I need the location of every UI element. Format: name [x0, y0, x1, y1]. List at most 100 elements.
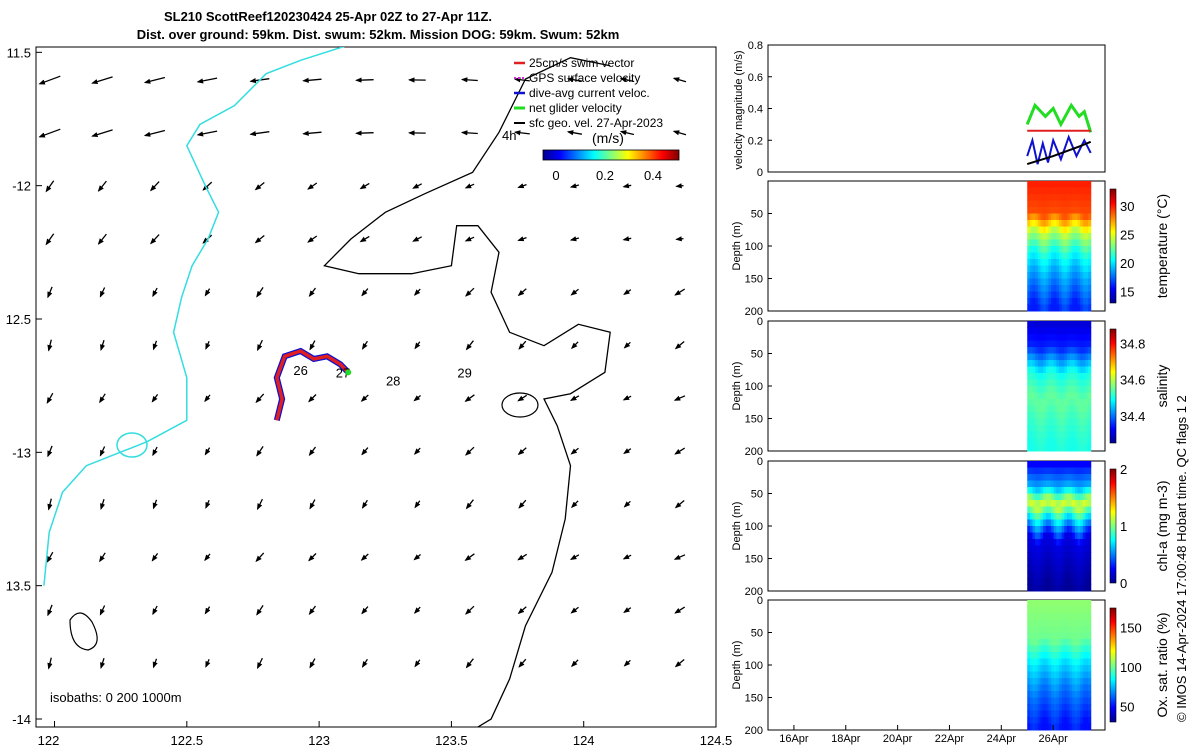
chart-title-line2: Dist. over ground: 59km. Dist. swum: 52k…	[137, 27, 620, 42]
heatmap-3-y-ticklabel-1: 50	[751, 628, 763, 640]
heatmap-cell-0-23-12	[1088, 259, 1091, 266]
heatmap-cell-2-23-4	[1088, 487, 1091, 494]
heatmap-cell-2-23-7	[1088, 507, 1091, 514]
heatmap-cell-1-23-8	[1088, 373, 1091, 380]
map-y-ticklabel-2: 12.5	[6, 312, 31, 327]
map-x-ticklabel-4: 124	[573, 733, 595, 748]
heatmap-cell-1-23-14	[1088, 412, 1091, 419]
heatmap-cell-1-23-7	[1088, 367, 1091, 374]
time-x-ticklabel-4: 24Apr	[987, 733, 1017, 745]
map-x-ticklabel-1: 122.5	[171, 733, 204, 748]
heatmap-cell-1-23-4	[1088, 347, 1091, 354]
velocity-ylabel: velocity magnitude (m/s)	[733, 50, 745, 169]
heatmap-cell-0-23-10	[1088, 246, 1091, 253]
heatmap-cell-0-23-1	[1088, 188, 1091, 195]
heatmap-3-ylabel: Depth (m)	[731, 641, 743, 690]
velocity-arrow-153	[728, 608, 737, 613]
heatmap-3-colorbar-tick-2: 150	[1120, 621, 1142, 636]
map-y-ticklabel-4: 13.5	[6, 579, 31, 594]
heatmap-cell-0-23-17	[1088, 292, 1091, 299]
heatmap-0-colorbar-tick-2: 25	[1120, 228, 1134, 243]
heatmap-cell-3-23-3	[1088, 620, 1091, 627]
heatmap-cell-3-23-2	[1088, 613, 1091, 620]
isobaths-label: isobaths: 0 200 1000m	[50, 690, 182, 705]
legend-label-geo: sfc geo. vel. 27-Apr-2023	[529, 116, 663, 130]
heatmap-cell-1-23-0	[1088, 321, 1091, 328]
heatmap-2-colorbar-label: chl-a (mg m-3)	[1154, 480, 1170, 571]
heatmap-cell-1-23-5	[1088, 354, 1091, 361]
heatmap-cell-2-23-18	[1088, 578, 1091, 585]
day-label-2: 28	[386, 374, 400, 389]
time-x-ticklabel-1: 18Apr	[831, 733, 861, 745]
heatmap-cell-0-23-13	[1088, 266, 1091, 273]
map-colorbar-tick-2: 0.4	[644, 168, 662, 183]
heatmap-cell-1-23-18	[1088, 438, 1091, 445]
heatmap-cell-3-23-7	[1088, 646, 1091, 653]
heatmap-1-colorbar-tick-1: 34.6	[1120, 373, 1145, 388]
velocity-arrow-6	[356, 80, 373, 81]
map-y-ticklabel-3: -13	[12, 445, 31, 460]
heatmap-cell-1-23-1	[1088, 328, 1091, 335]
heatmap-cell-2-23-5	[1088, 494, 1091, 501]
heatmap-cell-3-23-0	[1088, 600, 1091, 607]
heatmap-cell-0-23-11	[1088, 253, 1091, 260]
heatmap-cell-0-23-15	[1088, 279, 1091, 286]
heatmap-cell-0-23-14	[1088, 272, 1091, 279]
right-panels: 00.20.40.60.8 velocity magnitude (m/s) 5…	[731, 40, 1170, 745]
heatmap-cell-1-23-19	[1088, 445, 1091, 452]
heatmap-3-colorbar-tick-0: 50	[1120, 699, 1134, 714]
legend-label-current: dive-avg current veloc.	[529, 86, 650, 100]
heatmap-2-colorbar-tick-2: 2	[1120, 462, 1127, 477]
heatmap-cell-1-23-17	[1088, 432, 1091, 439]
velocity-y-ticklabel-3: 0.6	[748, 72, 763, 84]
heatmap-1-y-ticklabel-3: 150	[745, 414, 763, 426]
heatmap-2-y-ticklabel-3: 150	[745, 554, 763, 566]
velocity-arrow-40	[677, 186, 684, 187]
heatmap-cell-0-23-8	[1088, 233, 1091, 240]
legend-label-swim: 25cm/s swim vector	[529, 56, 634, 70]
heatmap-cell-3-23-18	[1088, 717, 1091, 724]
velocity-y-ticklabel-0: 0	[757, 167, 763, 179]
heatmap-0-colorbar-tick-0: 15	[1120, 285, 1134, 300]
heatmap-cell-0-23-7	[1088, 227, 1091, 234]
velocity-y-ticklabel-2: 0.4	[748, 104, 763, 116]
heatmap-0-ylabel: Depth (m)	[731, 222, 743, 271]
heatmap-cell-0-23-6	[1088, 220, 1091, 227]
heatmap-cell-0-23-4	[1088, 207, 1091, 214]
heatmap-cell-2-23-17	[1088, 572, 1091, 579]
heatmap-cell-3-23-1	[1088, 607, 1091, 614]
heatmap-3-colorbar	[1110, 608, 1116, 722]
heatmap-2-y-ticklabel-0: 0	[757, 456, 763, 468]
velocity-arrow-83	[729, 342, 737, 348]
heatmap-1-y-ticklabel-1: 50	[751, 349, 763, 361]
heatmap-cell-1-23-10	[1088, 386, 1091, 393]
heatmap-2-y-ticklabel-2: 100	[745, 521, 763, 533]
heatmap-0-y-ticklabel-2: 150	[745, 274, 763, 286]
legend-item-swim: 25cm/s swim vector	[514, 56, 634, 70]
legend-item-gps: GPS surface velocity	[514, 71, 640, 85]
legend-item-current: dive-avg current veloc.	[514, 86, 650, 100]
heatmap-2-colorbar-tick-0: 0	[1120, 576, 1127, 591]
heatmap-cell-2-23-13	[1088, 546, 1091, 553]
map-x-ticklabel-5: 124.5	[700, 733, 733, 748]
heatmap-cell-3-23-16	[1088, 704, 1091, 711]
heatmap-cell-1-23-12	[1088, 399, 1091, 406]
map-y-ticklabel-5: -14	[12, 712, 31, 727]
timescale-label: 4h	[502, 128, 516, 143]
velocity-arrow-20	[356, 133, 373, 134]
heatmap-cell-3-23-10	[1088, 665, 1091, 672]
heatmap-cell-2-23-19	[1088, 585, 1091, 592]
heatmap-3-colorbar-tick-1: 100	[1120, 660, 1142, 675]
heatmap-1-colorbar	[1110, 329, 1116, 443]
heatmap-cell-1-23-11	[1088, 393, 1091, 400]
map-y-ticklabel-0: 11.5	[7, 45, 31, 60]
legend-label-gps: GPS surface velocity	[529, 71, 640, 85]
heatmap-cell-0-23-2	[1088, 194, 1091, 201]
heatmap-3-y-ticklabel-2: 100	[745, 660, 763, 672]
heatmap-1-y-ticklabel-0: 0	[757, 316, 763, 328]
